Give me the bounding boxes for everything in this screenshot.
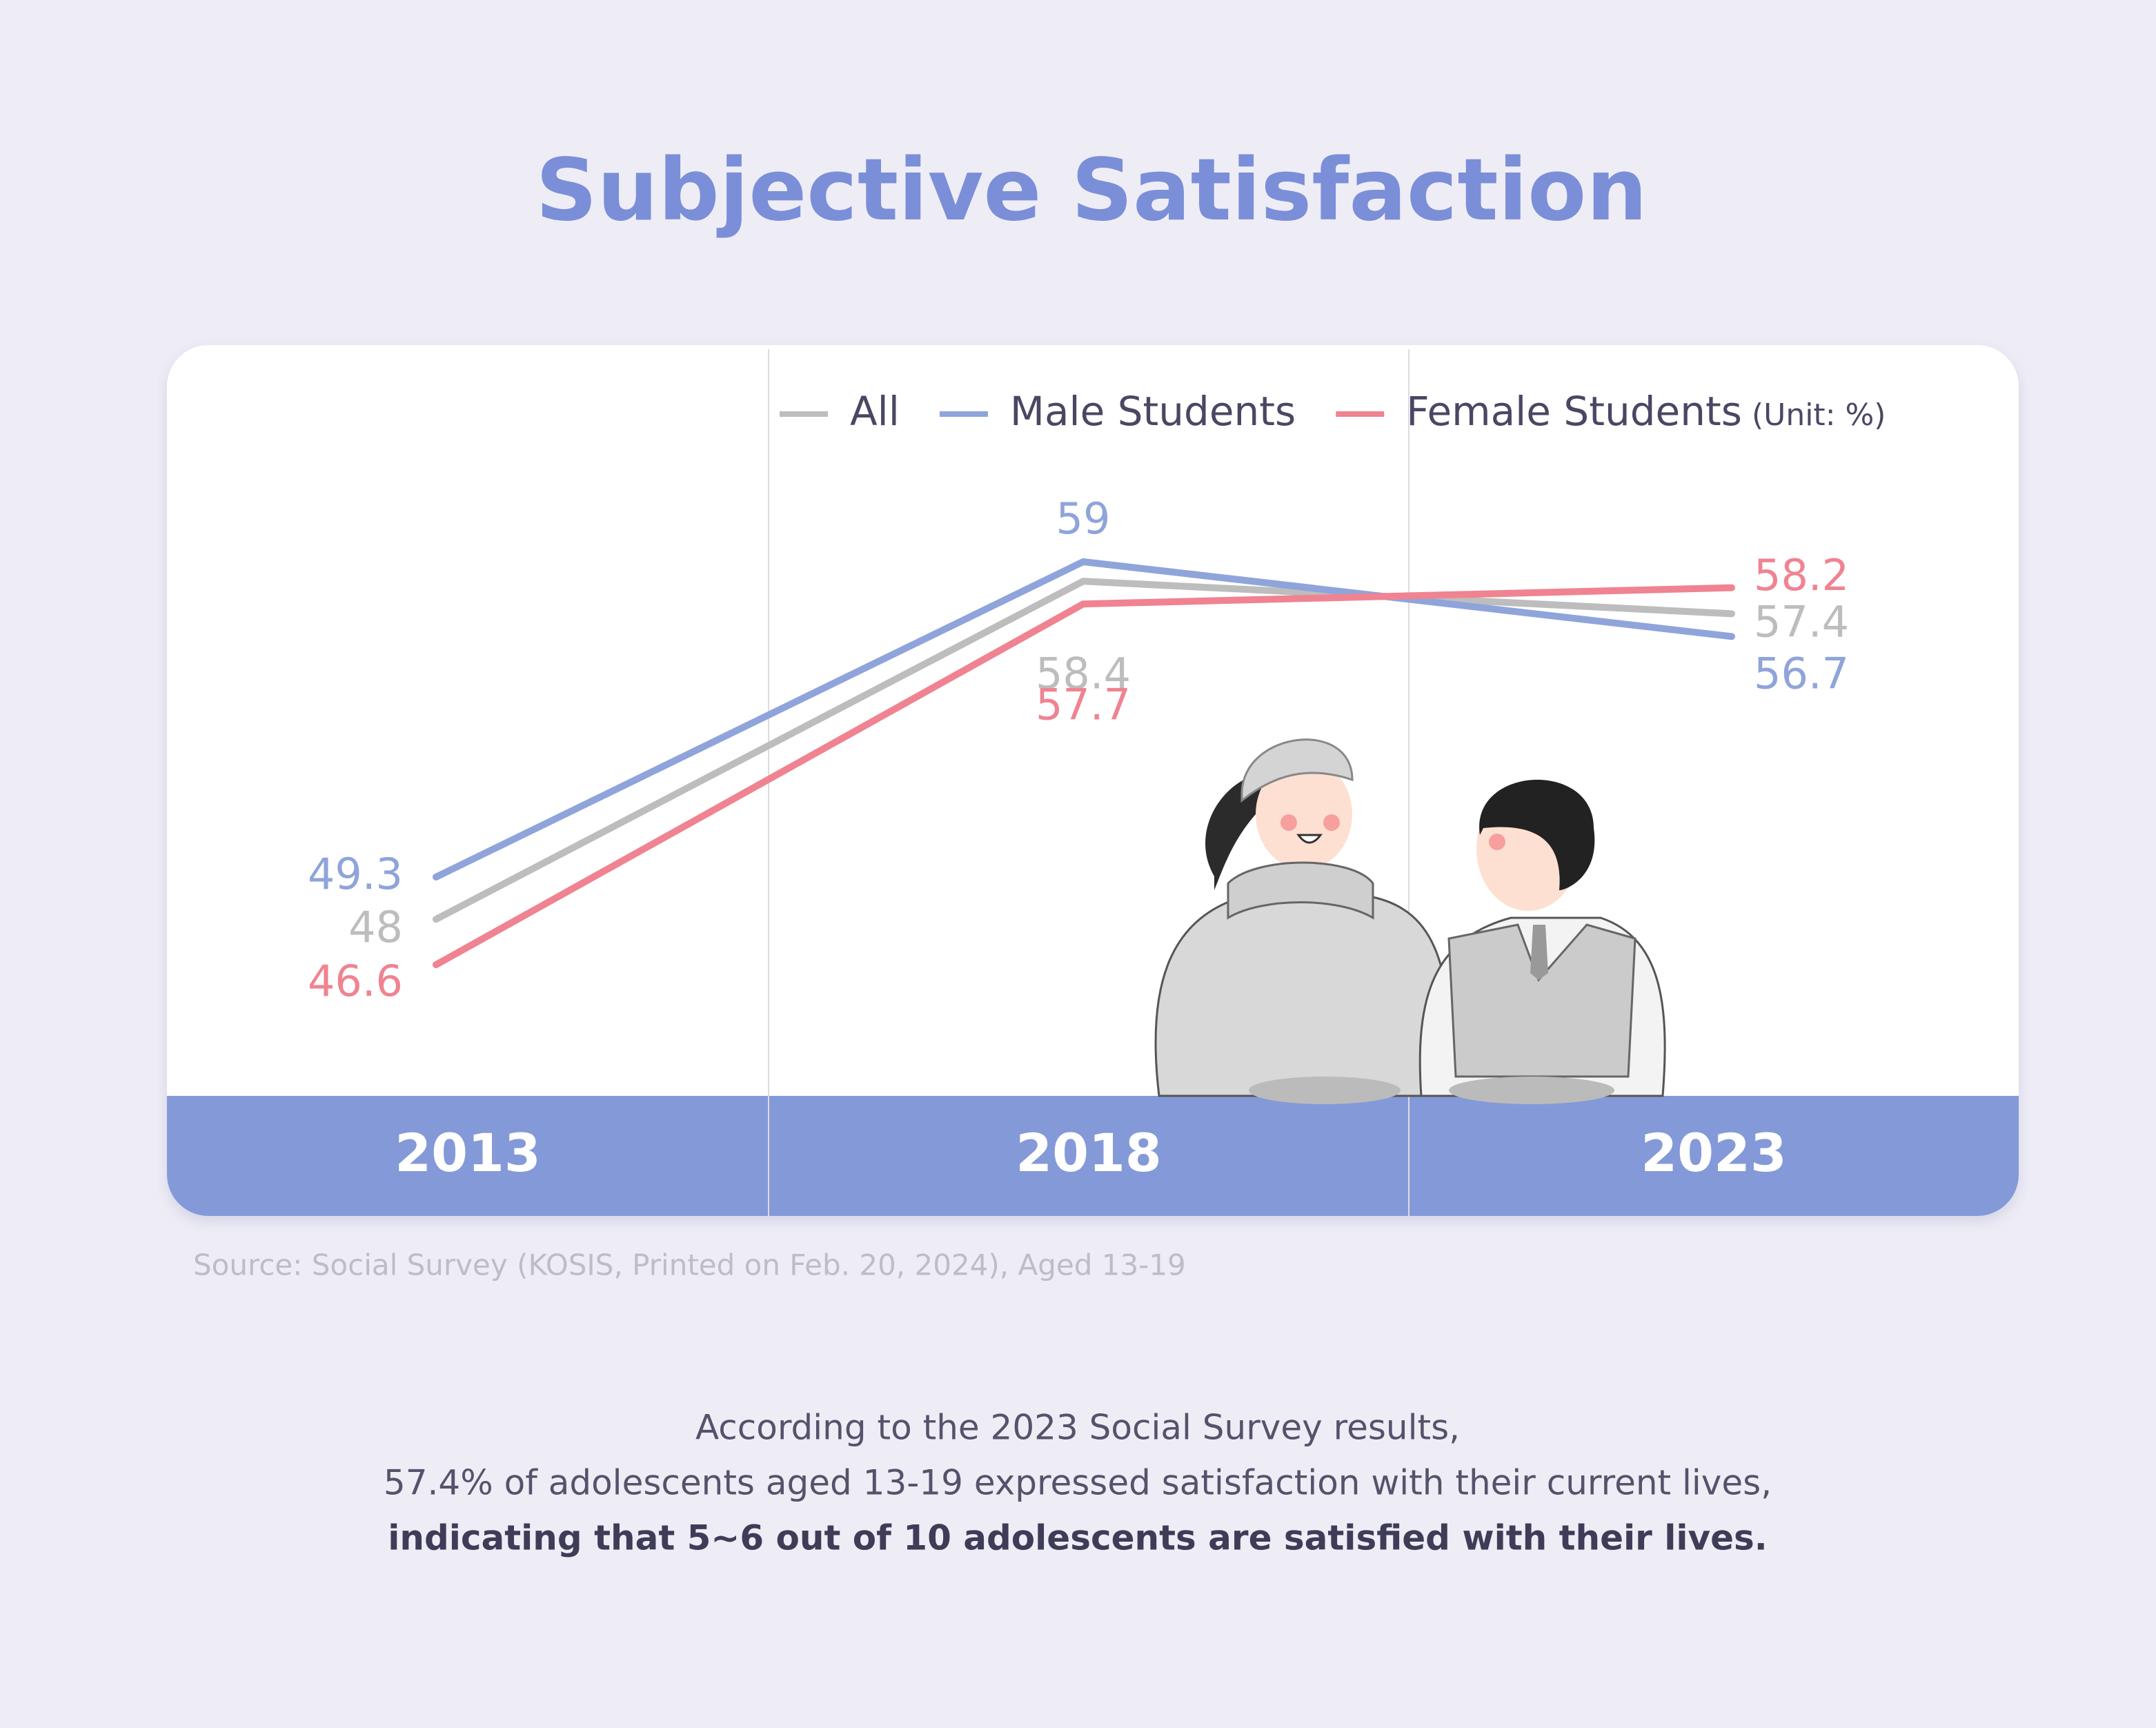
chart-title: Subjective Satisfaction: [535, 141, 1647, 240]
legend-label: All: [850, 388, 900, 435]
x-tick-label: 2023: [1641, 1122, 1787, 1184]
summary-line: 57.4% of adolescents aged 13-19 expresse…: [384, 1463, 1772, 1503]
legend-label: Male Students: [1010, 388, 1296, 435]
summary-line: According to the 2023 Social Survey resu…: [695, 1408, 1460, 1448]
data-label: 46.6: [308, 956, 403, 1006]
card: [167, 345, 2019, 1216]
series-line: [433, 558, 1735, 881]
data-label: 48: [348, 902, 403, 952]
data-label: 49.3: [308, 849, 403, 899]
x-tick-label: 2013: [395, 1122, 541, 1184]
data-label: 57.7: [1036, 679, 1131, 729]
data-label: 58.2: [1754, 550, 1849, 600]
series-line: [433, 584, 1735, 968]
unit-label: (Unit: %): [1752, 397, 1886, 433]
series-line: [433, 578, 1735, 923]
summary-line: indicating that 5~6 out of 10 adolescent…: [388, 1518, 1768, 1558]
legend-label: Female Students: [1406, 388, 1742, 435]
data-label: 57.4: [1754, 596, 1849, 647]
illustration: [1154, 738, 1666, 1104]
x-tick-label: 2018: [1016, 1122, 1162, 1184]
category-band: [167, 1096, 2019, 1216]
data-label: 58.4: [1036, 648, 1131, 698]
data-label: 59: [1056, 493, 1111, 544]
source-note: Source: Social Survey (KOSIS, Printed on…: [193, 1248, 1186, 1282]
data-label: 56.7: [1754, 648, 1849, 698]
